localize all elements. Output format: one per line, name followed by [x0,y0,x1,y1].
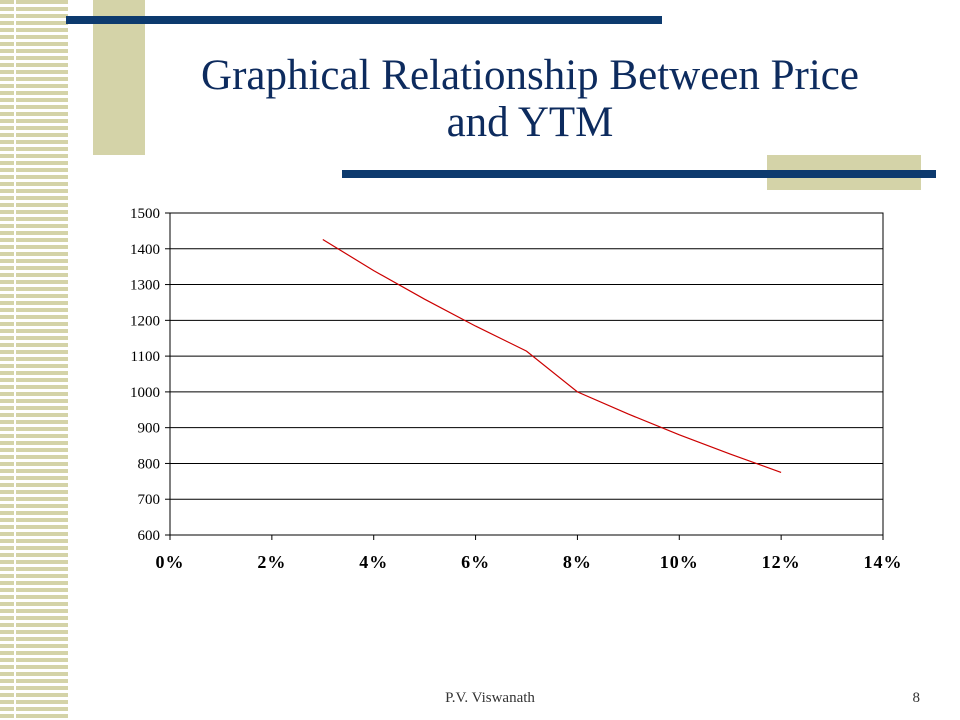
bottom-accent-bar [342,170,936,178]
x-tick-label: 2% [257,552,286,572]
price-ytm-curve [322,238,782,473]
plot-area [169,212,884,536]
x-tick-label: 14% [864,552,903,572]
y-tick-label: 1200 [130,313,160,329]
page-number: 8 [912,690,921,706]
left-stripe-decoration [0,0,68,720]
x-tick-label: 6% [461,552,490,572]
top-accent-bar [66,16,662,24]
x-tick-label: 0% [156,552,185,572]
y-tick-label: 1400 [130,242,160,258]
y-tick-label: 1000 [130,385,160,401]
x-tick-label: 10% [660,552,699,572]
y-tick-label: 900 [138,421,161,437]
y-tick-label: 700 [138,492,161,508]
footer-author: P.V. Viswanath [445,690,535,706]
slide-title: Graphical Relationship Between Price and… [150,52,910,146]
slide-title-line1: Graphical Relationship Between Price [201,52,859,99]
y-tick-label: 1500 [130,206,160,222]
y-tick-label: 1300 [130,278,160,294]
x-tick-label: 4% [359,552,388,572]
y-tick-label: 1100 [131,349,160,365]
slide-title-line2: and YTM [446,99,614,146]
x-tick-label: 12% [762,552,801,572]
y-tick-label: 600 [138,528,161,544]
chart-svg: 600 700 800 900 1000 1100 1200 1300 1400 1500 0% 2%… [130,206,903,572]
x-tick-label: 8% [563,552,592,572]
top-left-accent-block [93,0,145,155]
y-tick-label: 800 [138,456,161,472]
price-ytm-chart: 600 700 800 900 1000 1100 1200 1300 1400 1500 0% 2%… [85,195,925,595]
